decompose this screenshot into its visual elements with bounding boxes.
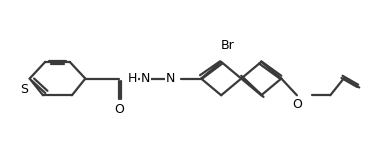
Text: H: H — [128, 72, 137, 85]
Text: O: O — [114, 103, 124, 116]
Text: S: S — [20, 83, 28, 96]
Text: N: N — [141, 72, 150, 85]
Text: N: N — [166, 72, 175, 85]
Text: O: O — [292, 98, 302, 111]
Text: Br: Br — [221, 39, 235, 52]
